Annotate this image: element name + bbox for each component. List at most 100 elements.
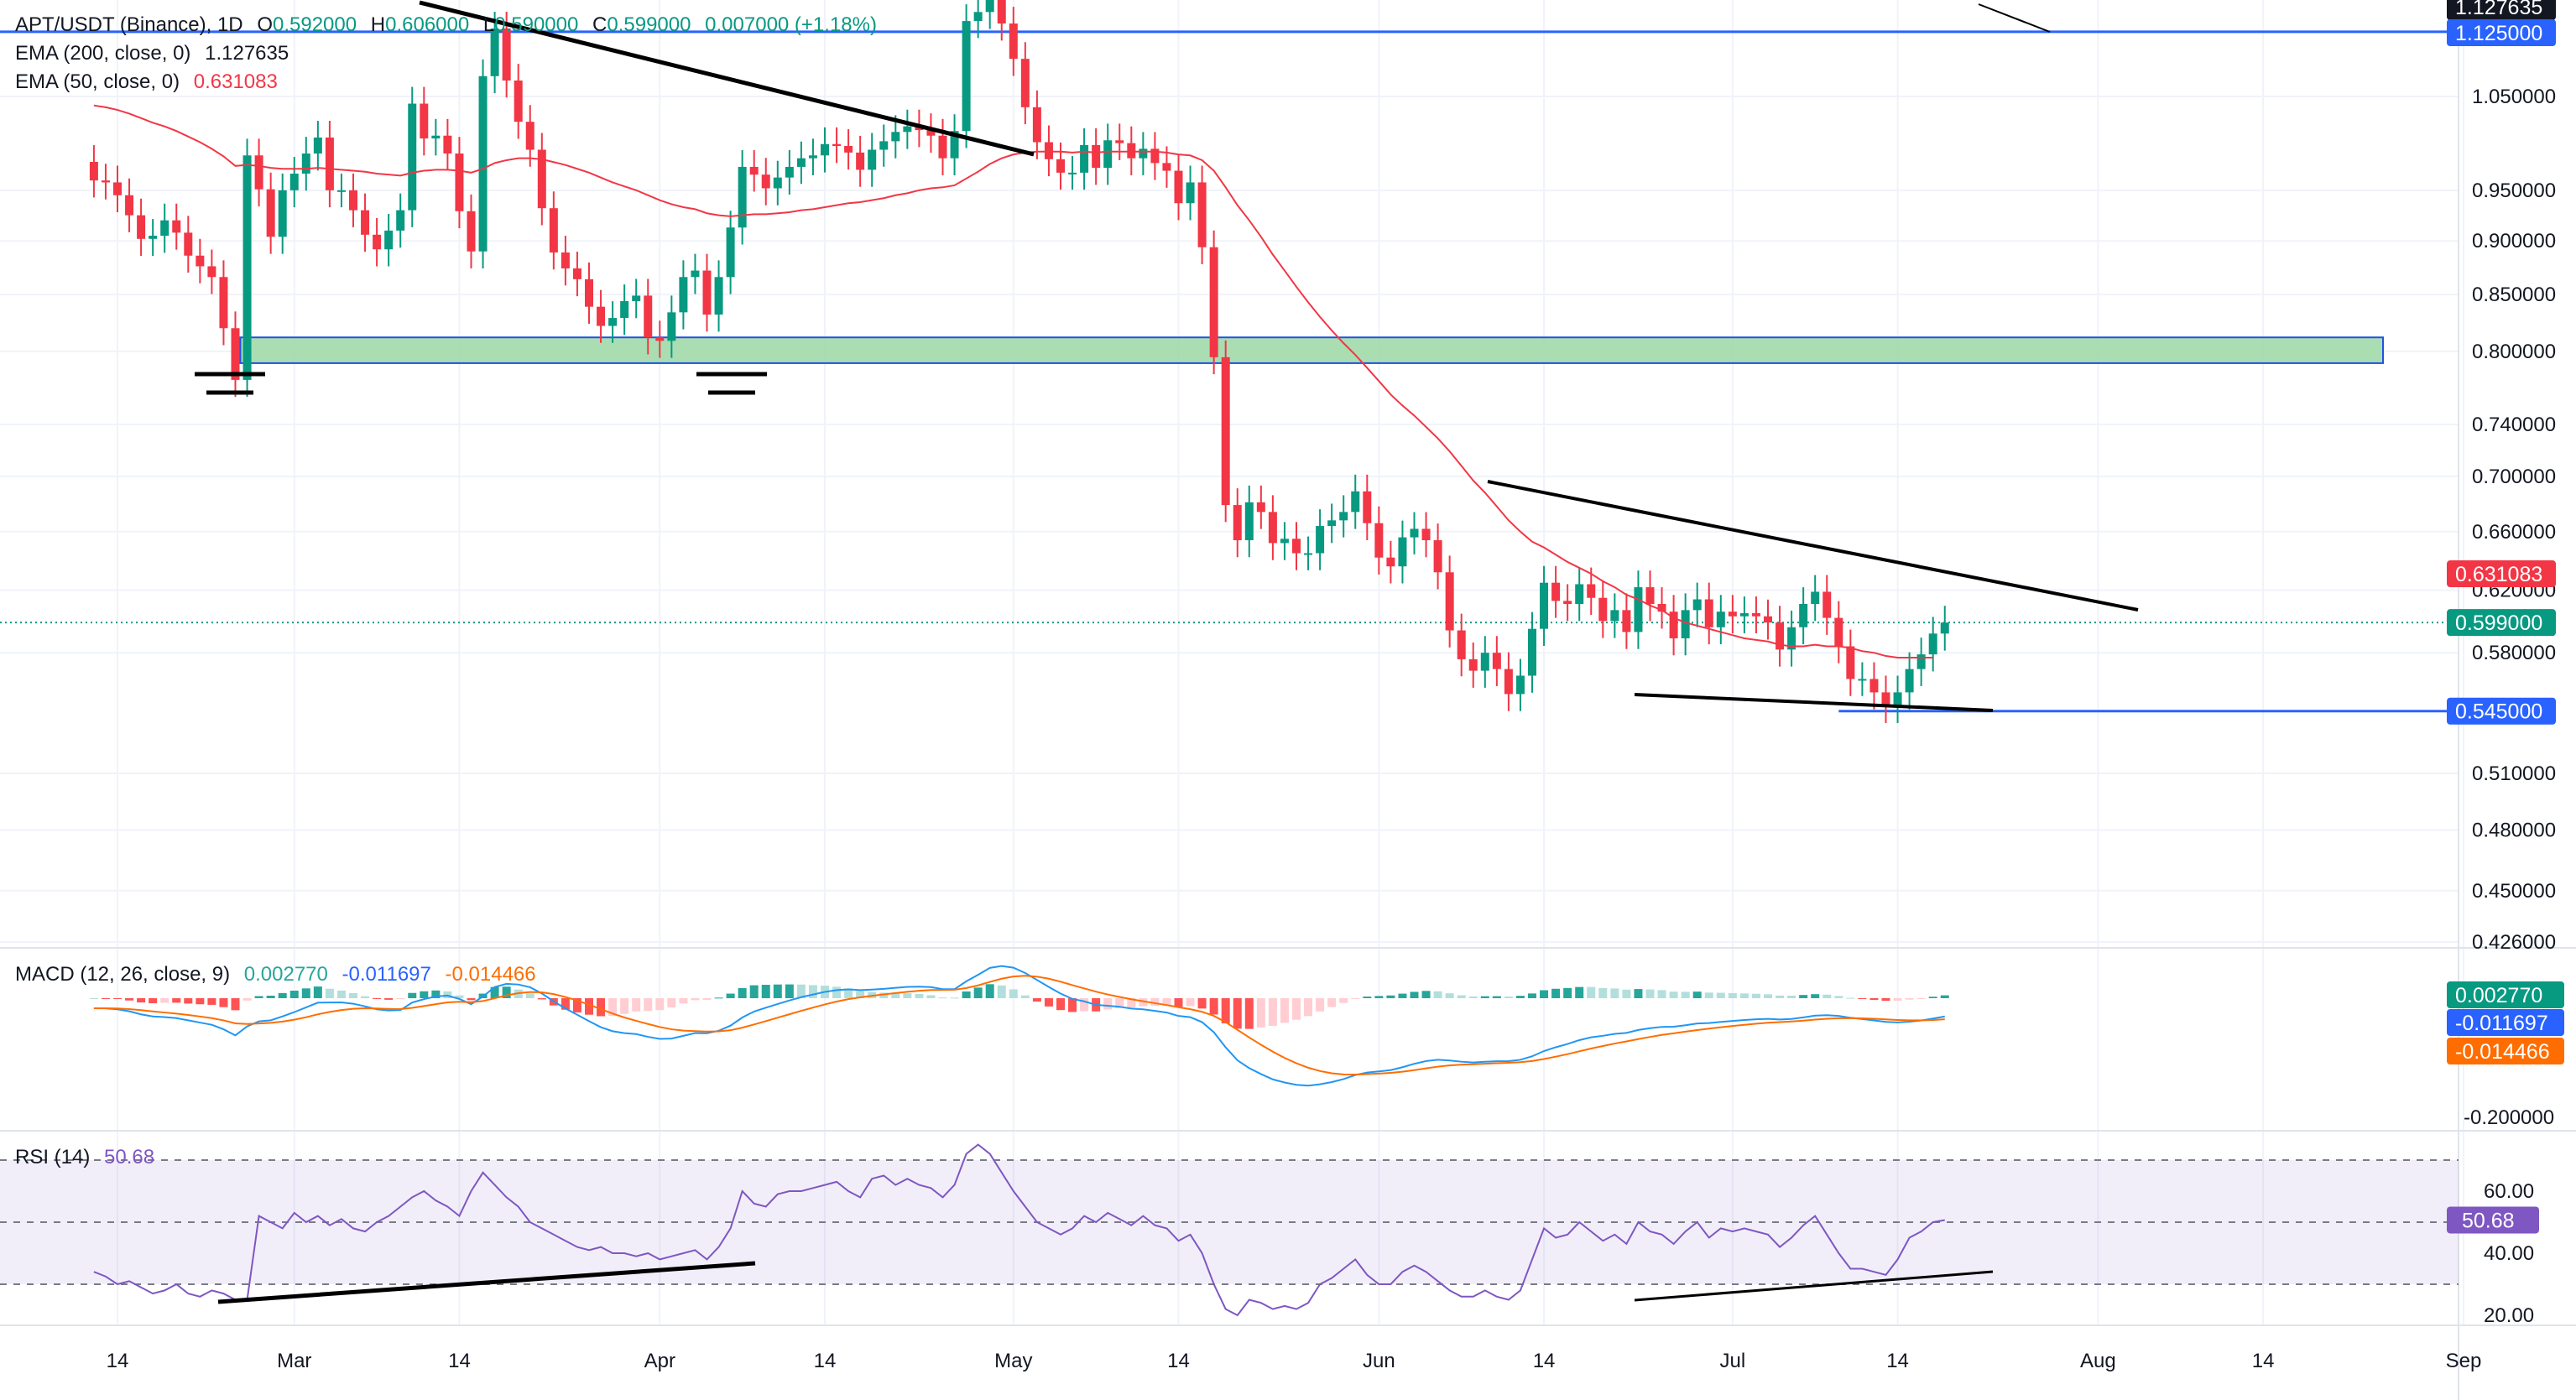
rsi-line	[93, 1143, 1945, 1317]
close-value: 0.599000	[607, 13, 691, 36]
macd-histogram-bar	[502, 986, 511, 998]
candle-body	[1150, 148, 1160, 164]
macd-histogram-bar	[608, 998, 618, 1017]
candle-body	[832, 143, 842, 146]
macd-histogram-bar	[1869, 998, 1879, 1001]
candle-body	[585, 278, 593, 307]
candle-body	[266, 189, 275, 237]
candle-body	[1681, 610, 1690, 638]
candle-body	[1197, 182, 1207, 247]
macd-hist-value: 0.002770	[243, 963, 328, 986]
macd-histogram-bar	[1563, 987, 1572, 998]
candle-body	[207, 266, 216, 278]
macd-histogram-bar	[1468, 996, 1478, 998]
candle-body	[231, 328, 240, 380]
macd-histogram-bar	[1316, 998, 1325, 1012]
macd-histogram-bar	[985, 984, 994, 998]
candle-body	[1540, 582, 1549, 629]
candle-body	[1174, 170, 1183, 204]
candle-body	[1363, 491, 1372, 523]
macd-histogram-bar	[691, 998, 700, 1001]
macd-histogram-bar	[1068, 998, 1077, 1012]
candle-body	[1575, 584, 1584, 605]
ema50-legend[interactable]: EMA (50, close, 0) 0.631083	[15, 70, 286, 94]
macd-label: MACD (12, 26, close, 9)	[15, 963, 231, 986]
macd-legend[interactable]: MACD (12, 26, close, 9) 0.002770 -0.0116…	[15, 963, 545, 986]
candle-body	[1268, 512, 1277, 544]
macd-histogram-bar	[585, 998, 593, 1015]
candle-body	[254, 155, 263, 190]
candle-body	[1834, 617, 1843, 647]
candle-body	[1209, 247, 1218, 357]
price-tick-label: 0.850000	[2472, 284, 2556, 306]
price-tick-label: 0.510000	[2472, 762, 2556, 785]
candle-body	[938, 135, 947, 159]
time-tick-label: 14	[814, 1350, 837, 1372]
macd-tag	[2447, 1009, 2564, 1036]
ema200-legend[interactable]: EMA (200, close, 0) 1.127635	[15, 42, 297, 65]
candle-body	[1716, 612, 1725, 627]
candle-body	[525, 122, 534, 150]
candle-body	[336, 190, 346, 192]
rsi-label: RSI (14)	[15, 1146, 91, 1168]
overlays	[0, 30, 2459, 713]
macd-histogram-bar	[184, 998, 193, 1004]
macd-tag-label: -0.014466	[2455, 1040, 2550, 1064]
macd-histogram-bar	[1174, 998, 1183, 1007]
macd-histogram-bar	[1480, 996, 1489, 998]
macd-histogram-bar	[278, 992, 287, 998]
ohlc-legend: APT/USDT (Binance), 1D O0.592000 H0.6060…	[15, 13, 885, 37]
macd-histogram-bar	[1905, 998, 1914, 1000]
candle-body	[1139, 148, 1148, 159]
macd-histogram-bar	[490, 986, 499, 998]
macd-histogram-bar	[431, 990, 441, 998]
candle-body	[761, 174, 770, 189]
time-tick-label: 14	[2252, 1350, 2275, 1372]
macd-histogram-bar	[349, 992, 357, 998]
candle-body	[1893, 692, 1902, 706]
open-label: O	[257, 13, 273, 36]
candle-body	[502, 28, 511, 81]
macd-histogram-bar	[915, 994, 924, 998]
macd-histogram-bar	[160, 998, 169, 1003]
rsi-pane	[0, 1143, 2459, 1317]
price-tick-label: 0.950000	[2472, 180, 2556, 202]
candle-body	[1728, 612, 1737, 617]
candle-body	[915, 126, 924, 131]
macd-histogram-bar	[1492, 996, 1501, 998]
candle-body	[1610, 610, 1619, 622]
candle-body	[1528, 628, 1536, 676]
candle-body	[1445, 572, 1454, 631]
candle-body	[1881, 692, 1890, 706]
macd-histogram-bar	[1587, 986, 1596, 998]
candle-body	[1940, 622, 1949, 634]
rsi-legend[interactable]: RSI (14) 50.68	[15, 1146, 163, 1169]
candle-body	[1386, 557, 1395, 567]
candle-body	[655, 337, 665, 341]
price-axis: 1.050000 0.950000 0.900000 0.850000 0.800000…	[2447, 0, 2564, 1327]
candle-body	[1468, 658, 1478, 671]
candle-body	[1351, 491, 1360, 513]
macd-histogram-bar	[1681, 991, 1690, 998]
candle-body	[1457, 630, 1466, 659]
candle-body	[1032, 107, 1041, 143]
candle-body	[537, 149, 546, 209]
candle-body	[1398, 537, 1407, 567]
candle-body	[844, 145, 853, 153]
macd-histogram-bar	[667, 998, 676, 1008]
time-tick-label: Aug	[2080, 1350, 2116, 1372]
candle-body	[1504, 669, 1513, 695]
price-tick-label: 1.050000	[2472, 86, 2556, 108]
macd-histogram-bar	[1445, 993, 1454, 998]
macd-pane	[89, 965, 1949, 1087]
candle-body	[1563, 601, 1572, 605]
macd-histogram-bar	[1457, 995, 1466, 998]
macd-histogram-bar	[1622, 989, 1631, 998]
candle-body	[785, 166, 794, 178]
price-tag-label: 0.631083	[2455, 563, 2542, 586]
macd-histogram-bar	[1881, 998, 1890, 1002]
macd-histogram-bar	[1351, 998, 1360, 999]
macd-histogram-bar	[1374, 996, 1384, 998]
